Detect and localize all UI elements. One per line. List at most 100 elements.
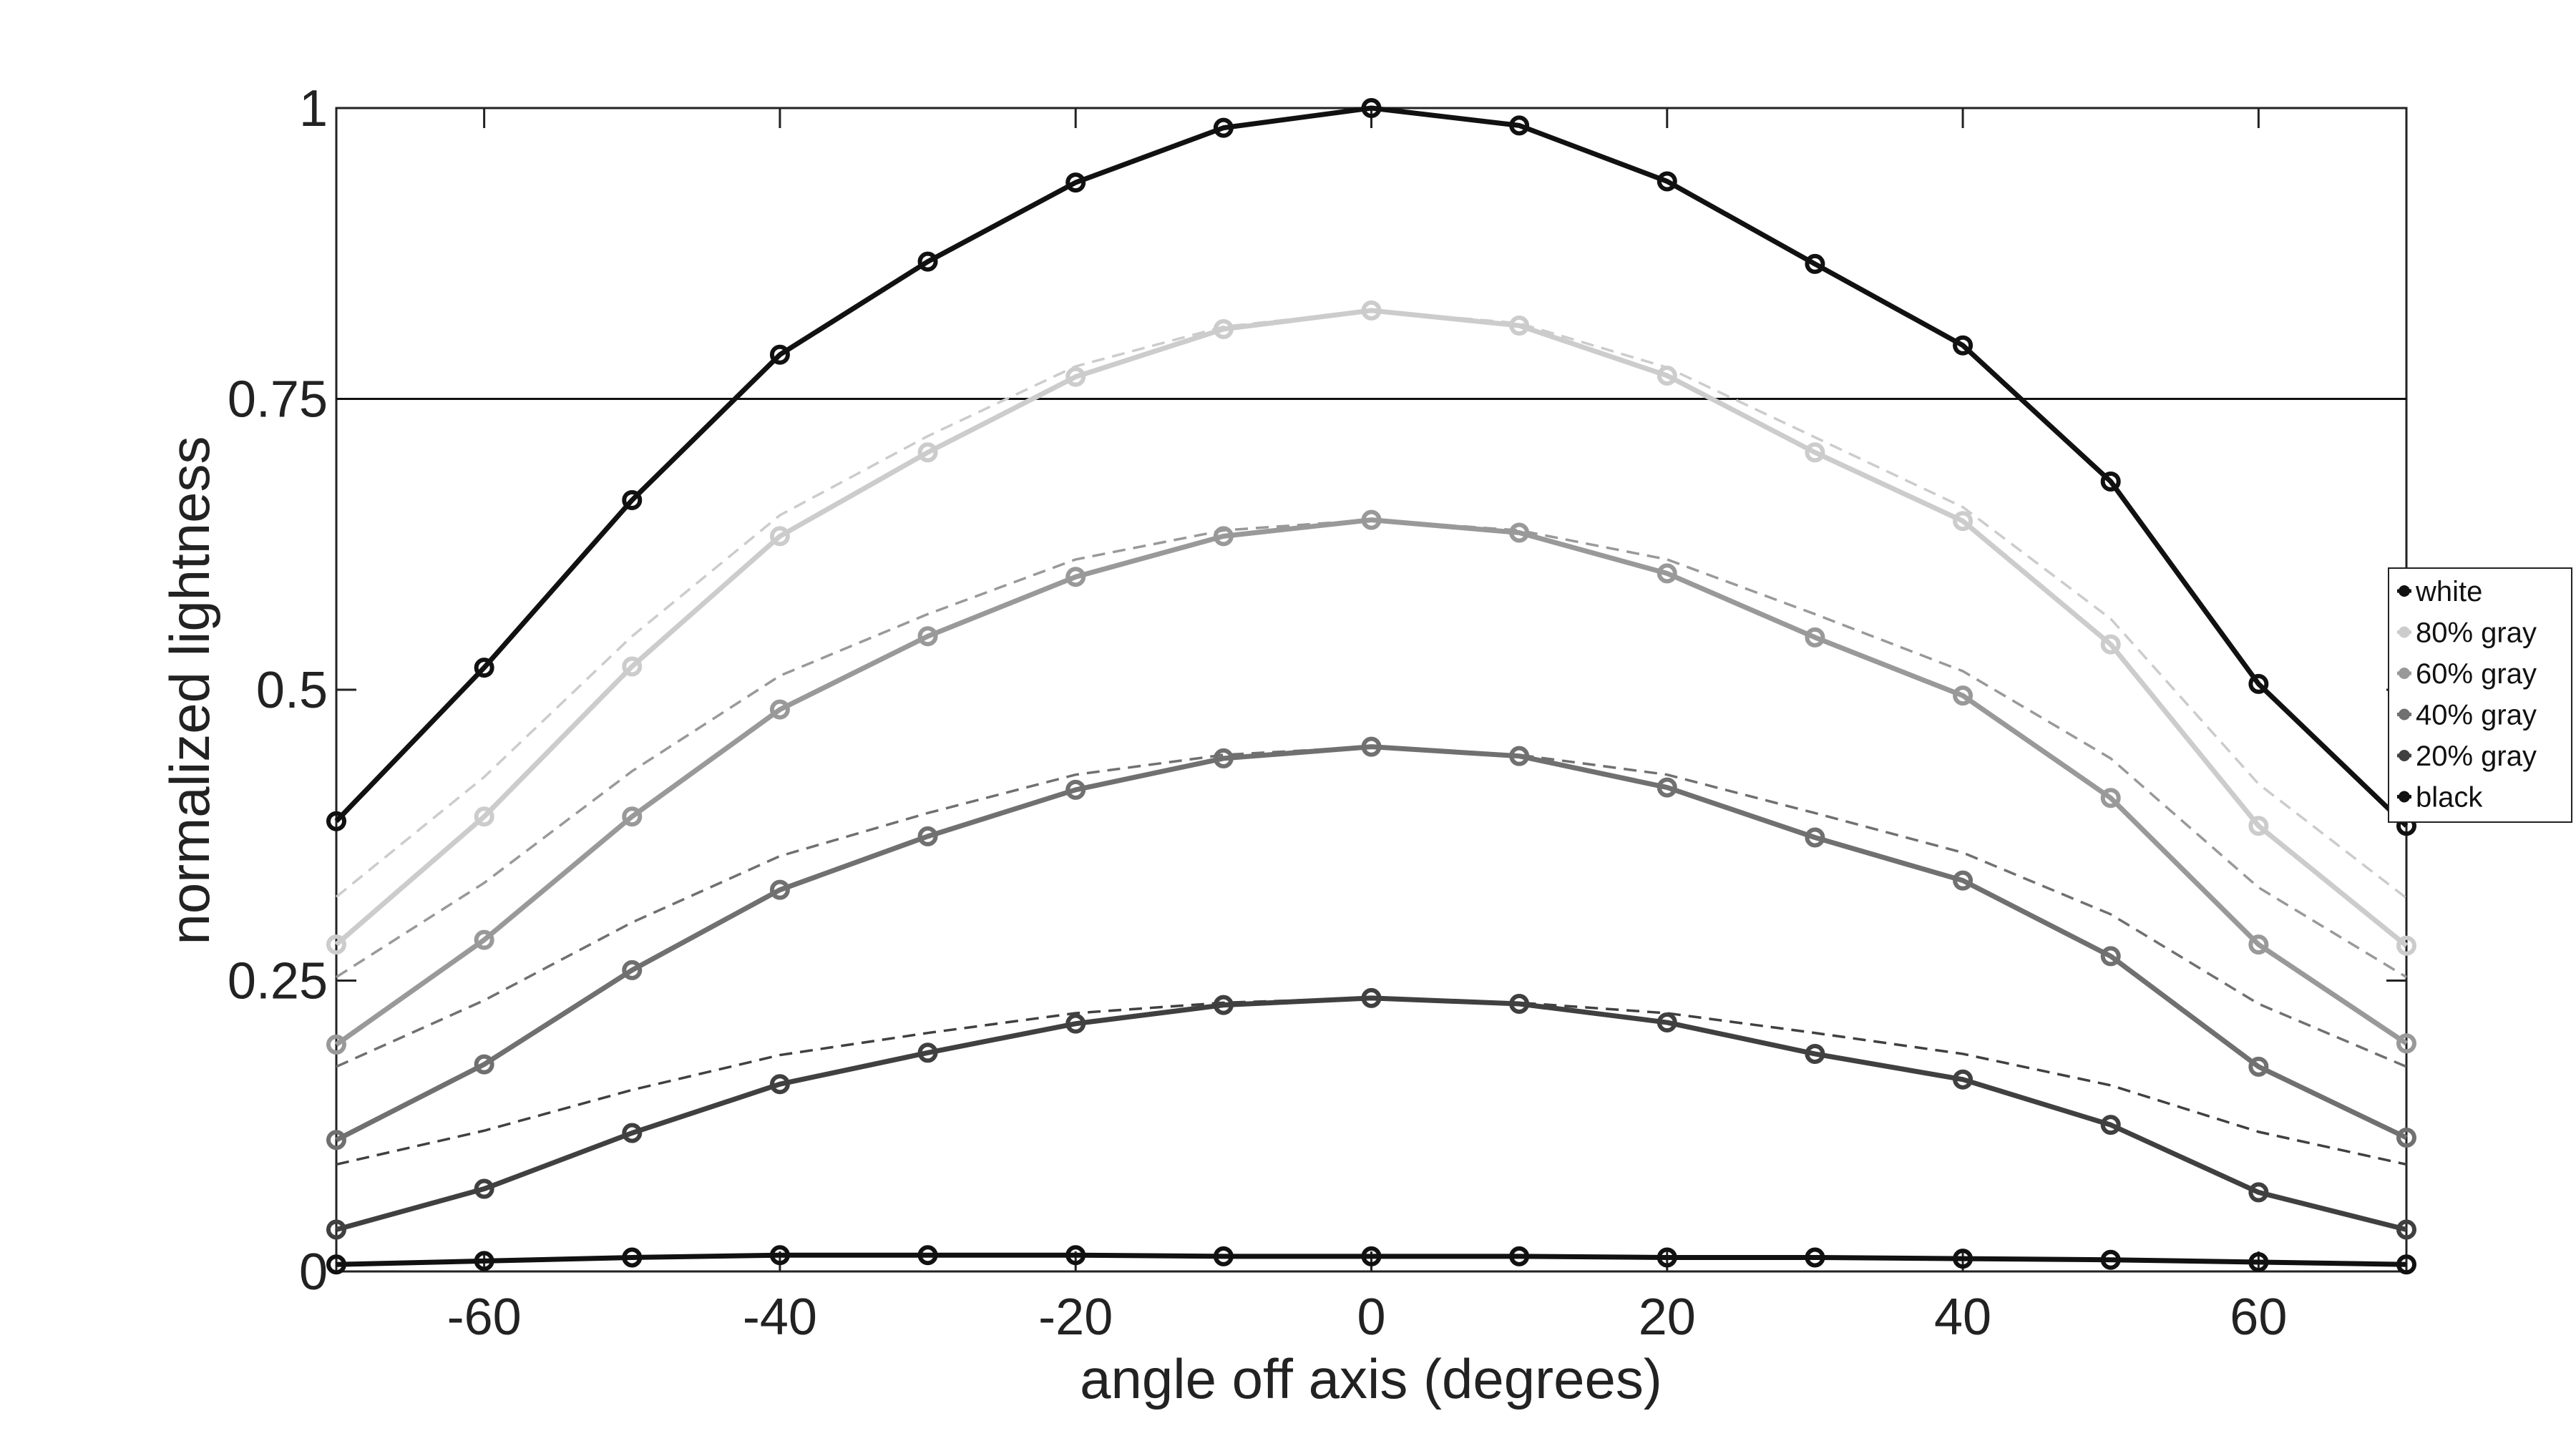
data-point	[917, 626, 938, 647]
data-point	[2248, 816, 2269, 836]
data-point	[2248, 934, 2269, 955]
y-tick-label: 0	[299, 1244, 328, 1301]
x-tick-label: 20	[1639, 1289, 1696, 1346]
x-tick-label: -60	[447, 1289, 522, 1346]
data-point	[917, 251, 938, 272]
legend-swatch-marker	[2399, 668, 2410, 679]
data-point	[2100, 471, 2121, 492]
legend-entry: 80% gray	[2416, 617, 2537, 649]
data-point	[769, 879, 790, 900]
data-point	[1361, 1246, 1382, 1266]
data-point	[1065, 567, 1086, 587]
legend-swatch-marker	[2399, 708, 2410, 721]
data-point	[622, 1123, 643, 1143]
data-point	[622, 489, 643, 510]
data-point	[2100, 1249, 2121, 1270]
data-point	[1805, 253, 1825, 274]
x-axis-label: angle off axis (degrees)	[1080, 1347, 1662, 1410]
data-point	[1361, 300, 1382, 321]
data-point	[1213, 117, 1234, 138]
data-point	[1509, 994, 1530, 1015]
legend: white 80% gray 60% gray 40% gray 20% gray bla…	[2388, 567, 2572, 823]
data-point	[2248, 673, 2269, 694]
data-point	[1657, 171, 1677, 192]
data-point	[769, 344, 790, 365]
data-point	[2396, 1033, 2416, 1054]
y-axis-label: normalized lightness	[158, 436, 221, 944]
data-point	[1953, 1069, 1974, 1090]
data-point	[1509, 746, 1530, 766]
legend-entry: 20% gray	[2416, 741, 2537, 772]
data-point	[769, 1245, 790, 1266]
data-point	[2396, 1128, 2416, 1148]
data-point	[1657, 1247, 1677, 1268]
data-point	[1805, 827, 1825, 848]
data-point	[1361, 509, 1382, 530]
data-point	[2248, 1182, 2269, 1203]
data-point	[1213, 526, 1234, 547]
series-line	[334, 308, 2409, 948]
data-point	[1361, 98, 1382, 118]
data-point	[622, 959, 643, 980]
plot-area: -60 -40 -20 0 20 40 60 0 0.25 0.5 0.75 1	[228, 80, 2416, 1346]
data-point	[2396, 935, 2416, 956]
legend-box	[2388, 567, 2572, 823]
data-point	[769, 526, 790, 547]
legend-entry: white	[2415, 576, 2482, 607]
y-tick-label: 0.25	[228, 953, 328, 1010]
data-point	[474, 1178, 494, 1199]
data-point	[474, 929, 494, 950]
data-point	[2100, 1115, 2121, 1135]
legend-entry: 40% gray	[2416, 700, 2537, 731]
data-point	[1657, 777, 1677, 798]
data-point	[1509, 1246, 1530, 1266]
reference-curve	[335, 309, 2408, 899]
data-point	[326, 934, 346, 955]
data-point	[326, 1130, 346, 1151]
data-point	[1657, 563, 1677, 584]
data-point	[917, 826, 938, 846]
data-point	[1213, 748, 1234, 768]
y-tick-label: 0.75	[228, 371, 328, 429]
data-point	[622, 806, 643, 827]
data-point	[1213, 318, 1234, 339]
data-point	[2396, 1219, 2416, 1240]
reference-curve	[336, 997, 2407, 1166]
data-point	[1509, 522, 1530, 543]
data-point	[326, 1219, 346, 1240]
series-line	[334, 517, 2408, 1047]
data-point	[326, 1034, 346, 1055]
y-tick-label: 0.5	[256, 662, 328, 719]
legend-swatch-marker	[2399, 750, 2410, 761]
data-point	[2248, 1251, 2269, 1272]
axes-box	[335, 107, 2408, 1273]
data-point	[917, 442, 938, 463]
data-point	[2396, 1254, 2416, 1275]
data-point	[2248, 1056, 2269, 1077]
data-point	[1509, 316, 1530, 336]
data-point	[622, 656, 643, 677]
legend-swatch-marker	[2399, 626, 2410, 638]
data-point	[474, 1054, 494, 1075]
legend-swatch-marker	[2399, 791, 2410, 803]
reference-curve	[336, 745, 2407, 1068]
data-point	[1065, 1245, 1086, 1266]
legend-swatch-marker	[2399, 585, 2410, 597]
data-point	[917, 1245, 938, 1266]
data-point	[1213, 1246, 1234, 1266]
data-point	[1657, 1012, 1677, 1033]
x-tick-label: -40	[743, 1289, 817, 1346]
x-tick-label: 0	[1357, 1289, 1385, 1346]
data-point	[917, 1042, 938, 1063]
x-tick-label: -20	[1038, 1289, 1113, 1346]
data-point	[326, 811, 346, 831]
data-point	[622, 1247, 643, 1268]
series-line	[334, 105, 2409, 828]
data-point	[474, 806, 494, 827]
series-line	[335, 744, 2408, 1143]
data-point	[1805, 1247, 1825, 1268]
data-point	[474, 1251, 494, 1271]
data-point	[1805, 627, 1825, 648]
y-tick-label: 1	[299, 80, 328, 137]
